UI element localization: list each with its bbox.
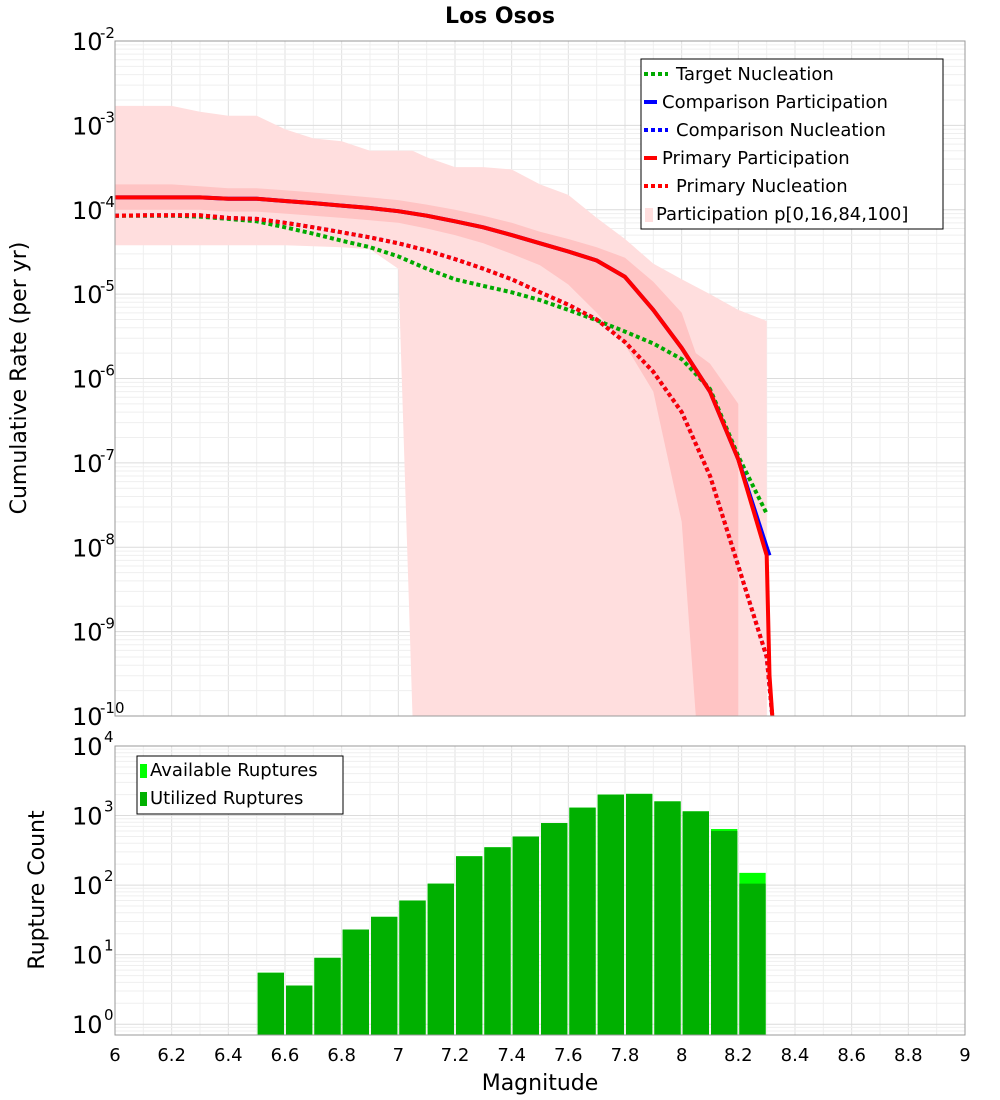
legend-label: Primary Participation	[662, 148, 850, 169]
x-tick-label: 8	[676, 1045, 687, 1066]
x-ticks: 6 6.2 6.4 6.6 6.8 7 7.2 7.4 7.6 7.8 8 8.2 8.4 8.6 8.8 9	[109, 1045, 970, 1066]
series-primary-nucleation	[114, 213, 775, 717]
participation-bands	[115, 105, 767, 716]
y-tick-label: 10	[72, 803, 103, 831]
bar-utilized	[314, 957, 341, 1035]
x-tick-label: 8.6	[837, 1045, 866, 1066]
bottom-legend: Available Ruptures Utilized Ruptures	[136, 755, 344, 815]
legend-label: Utilized Ruptures	[150, 788, 303, 809]
x-tick-label: 6.2	[157, 1045, 186, 1066]
y-tick-label: 10	[72, 366, 103, 394]
bar-utilized	[569, 807, 596, 1035]
bar-utilized	[541, 823, 568, 1035]
legend-label: Primary Nucleation	[676, 176, 848, 197]
x-tick-label: 6.4	[214, 1045, 243, 1066]
top-plot-frame	[114, 40, 966, 717]
y-tick-exponent: -5	[100, 277, 115, 295]
y-tick-exponent: -9	[100, 615, 115, 633]
x-tick-label: 8.4	[781, 1045, 810, 1066]
legend-label: Available Ruptures	[150, 760, 318, 781]
legend-label: Comparison Nucleation	[676, 120, 886, 141]
y-tick-exponent: 2	[104, 867, 114, 885]
bar-utilized	[456, 856, 483, 1035]
y-tick-exponent: -2	[100, 24, 115, 42]
legend-label: Participation p[0,16,84,100]	[656, 204, 908, 225]
y-tick-label: 10	[72, 197, 103, 225]
chart-title: Los Osos	[445, 4, 555, 29]
y-tick-label: 10	[72, 872, 103, 900]
y-tick-label: 10	[72, 112, 103, 140]
legend-swatch	[140, 792, 147, 806]
x-tick-label: 6.8	[327, 1045, 356, 1066]
rupture-bars	[257, 793, 766, 1035]
y-tick-label: 10	[72, 534, 103, 562]
y-tick-label: 10	[72, 733, 103, 761]
bar-utilized	[739, 883, 766, 1035]
x-tick-label: 6.6	[271, 1045, 300, 1066]
bar-utilized	[371, 916, 398, 1035]
x-tick-label: 7.8	[611, 1045, 640, 1066]
y-tick-exponent: -4	[100, 193, 115, 211]
bar-utilized	[484, 847, 511, 1035]
top-legend-box	[640, 58, 944, 230]
rate-series	[114, 195, 775, 717]
bar-utilized	[342, 929, 369, 1035]
y-tick-exponent: -7	[100, 446, 115, 464]
bar-utilized	[399, 900, 426, 1035]
x-tick-label: 8.2	[724, 1045, 753, 1066]
x-axis-label: Magnitude	[482, 1071, 599, 1096]
bar-utilized	[427, 883, 454, 1035]
top-legend: Target Nucleation Comparison Participatio…	[640, 58, 944, 230]
x-tick-label: 7.6	[554, 1045, 583, 1066]
bar-utilized	[597, 794, 624, 1035]
bar-utilized	[682, 811, 709, 1035]
y-tick-exponent: -10	[100, 699, 125, 717]
x-tick-label: 7	[393, 1045, 404, 1066]
y-tick-label: 10	[72, 703, 103, 731]
x-tick-label: 8.8	[894, 1045, 923, 1066]
bar-utilized	[654, 801, 681, 1035]
x-tick-label: 7.2	[441, 1045, 470, 1066]
x-tick-label: 7.4	[497, 1045, 526, 1066]
legend-swatch	[140, 764, 147, 778]
legend-swatch	[645, 208, 653, 222]
y-tick-exponent: 0	[104, 1006, 114, 1024]
y-tick-exponent: 4	[104, 728, 114, 746]
bar-utilized	[257, 972, 284, 1035]
y-tick-label: 10	[72, 28, 103, 56]
y-tick-label: 10	[72, 450, 103, 478]
bottom-legend-box	[136, 755, 344, 815]
top-y-axis-label: Cumulative Rate (per yr)	[7, 242, 32, 515]
y-tick-label: 10	[72, 619, 103, 647]
y-tick-exponent: 3	[104, 798, 114, 816]
y-tick-exponent: -8	[100, 530, 115, 548]
bar-utilized	[512, 836, 539, 1035]
bar-utilized	[286, 985, 313, 1035]
bar-utilized	[711, 830, 738, 1035]
y-tick-label: 10	[72, 281, 103, 309]
y-tick-label: 10	[72, 942, 103, 970]
bottom-y-axis-label: Rupture Count	[25, 810, 50, 970]
y-tick-exponent: -6	[100, 362, 115, 380]
x-tick-label: 6	[109, 1045, 120, 1066]
y-tick-exponent: 1	[104, 937, 114, 955]
bottom-plot-frame	[114, 745, 966, 1036]
x-tick-label: 9	[959, 1045, 970, 1066]
legend-label: Target Nucleation	[675, 64, 834, 85]
y-tick-label: 10	[72, 1011, 103, 1039]
bar-utilized	[626, 793, 653, 1035]
series-primary-participation	[115, 195, 775, 717]
legend-label: Comparison Participation	[662, 92, 888, 113]
y-tick-exponent: -3	[100, 108, 115, 126]
